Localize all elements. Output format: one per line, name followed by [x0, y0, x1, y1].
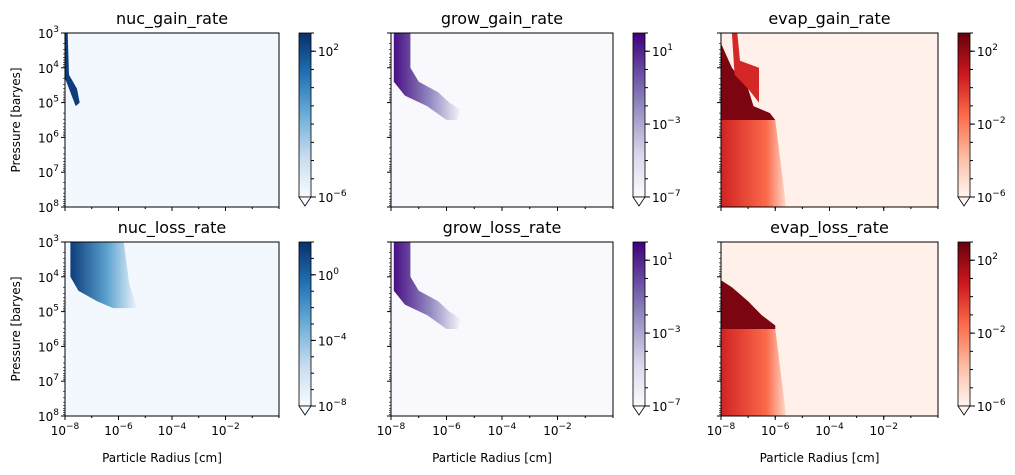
y-tick-label: 103	[38, 25, 59, 41]
heatmap-region	[721, 43, 776, 120]
heatmap-regions	[393, 33, 461, 120]
colorbar: 102 10−6	[298, 32, 347, 207]
heatmap-region	[70, 242, 138, 309]
colorbar-tick-label: 10−7	[652, 189, 681, 205]
panel-title: nuc_gain_rate	[116, 9, 228, 29]
heatmap-panel-p10: nuc_loss_rate 10−8 10−6 10−4 10−2 103 104 105 10…	[9, 218, 347, 465]
x-tick-label: 10−8	[51, 422, 80, 438]
heatmap-regions	[721, 280, 787, 416]
x-tick-label: 10−2	[543, 422, 572, 438]
heatmap-region	[731, 33, 759, 103]
colorbar-bar	[298, 241, 312, 407]
colorbar-tick-label: 10−2	[977, 325, 1006, 341]
panel-title: evap_loss_rate	[770, 218, 889, 238]
colorbar-tick-label: 10−3	[652, 116, 681, 132]
heatmap-region	[65, 33, 80, 107]
x-tick-label: 10−8	[707, 422, 736, 438]
colorbar-extend-arrow	[298, 196, 312, 207]
colorbar-extend-arrow	[957, 196, 971, 207]
colorbar-tick-label: 10−6	[318, 189, 347, 205]
colorbar-tick-label: 100	[318, 267, 339, 283]
x-tick-label: 10−4	[488, 422, 517, 438]
y-tick-label: 104	[38, 60, 59, 76]
panel-title: grow_gain_rate	[441, 9, 563, 29]
heatmap-panel-p01: grow_gain_rate 101 10−3 10−7	[387, 9, 681, 211]
x-tick-label: 10−2	[211, 422, 240, 438]
heatmap-regions	[393, 242, 461, 329]
y-tick-label: 106	[38, 129, 59, 145]
colorbar-bar	[957, 32, 971, 198]
x-axis-label: Particle Radius [cm]	[432, 451, 552, 465]
y-axis-label: Pressure [baryes]	[9, 67, 23, 172]
x-axis-label: Particle Radius [cm]	[102, 451, 222, 465]
colorbar-tick-label: 101	[652, 252, 673, 268]
heatmap-panel-p11: grow_loss_rate 10−8 10−6 10−4 10−2 101 10−3 10−…	[377, 218, 681, 465]
x-tick-label: 10−6	[432, 422, 461, 438]
y-tick-label: 108	[38, 408, 59, 424]
colorbar: 102 10−2 10−6	[957, 241, 1006, 416]
colorbar-bar	[298, 32, 312, 198]
x-tick-label: 10−8	[377, 422, 406, 438]
heatmap-background	[65, 33, 279, 207]
heatmap-region	[393, 242, 461, 329]
colorbar-tick-label: 102	[318, 43, 339, 59]
heatmap-region	[721, 280, 776, 329]
colorbar: 100 10−4 10−8	[298, 241, 347, 416]
y-tick-label: 105	[38, 304, 59, 320]
colorbar: 101 10−3 10−7	[632, 241, 681, 416]
colorbar-extend-arrow	[632, 405, 646, 416]
x-tick-label: 10−6	[104, 422, 133, 438]
colorbar-tick-label: 10−2	[977, 116, 1006, 132]
y-tick-label: 108	[38, 199, 59, 215]
heatmap-panel-p02: evap_gain_rate 102 10−2 10−6	[717, 9, 1006, 211]
x-tick-label: 10−4	[158, 422, 187, 438]
colorbar-bar	[957, 241, 971, 407]
x-tick-label: 10−2	[869, 422, 898, 438]
panel-title: evap_gain_rate	[768, 9, 890, 29]
panels: nuc_gain_rate 103 104 105 106 107 108 102 10−6 Pr…	[9, 9, 1006, 465]
heatmap-background	[391, 242, 613, 416]
colorbar-extend-arrow	[298, 405, 312, 416]
heatmap-regions	[65, 33, 80, 107]
colorbar-tick-label: 10−6	[977, 189, 1006, 205]
x-axis-label: Particle Radius [cm]	[760, 451, 880, 465]
y-tick-label: 103	[38, 234, 59, 250]
heatmap-regions	[70, 242, 138, 309]
y-tick-label: 105	[38, 95, 59, 111]
y-tick-label: 104	[38, 269, 59, 285]
heatmap-regions	[721, 33, 787, 207]
y-axis-label: Pressure [baryes]	[9, 276, 23, 381]
y-tick-label: 107	[38, 373, 59, 389]
panel-title: nuc_loss_rate	[118, 218, 226, 238]
colorbar-tick-label: 101	[652, 43, 673, 59]
x-tick-label: 10−6	[761, 422, 790, 438]
heatmap-region	[721, 329, 787, 416]
colorbar-tick-label: 10−6	[977, 398, 1006, 414]
heatmap-panel-p12: evap_loss_rate 10−8 10−6 10−4 10−2 102 10−2 10−…	[707, 218, 1006, 465]
heatmap-background	[391, 33, 613, 207]
heatmap-region	[393, 33, 461, 120]
colorbar-bar	[632, 241, 646, 407]
colorbar-bar	[632, 32, 646, 198]
colorbar-tick-label: 10−3	[652, 325, 681, 341]
colorbar: 101 10−3 10−7	[632, 32, 681, 207]
y-tick-label: 106	[38, 338, 59, 354]
colorbar-extend-arrow	[632, 196, 646, 207]
colorbar-tick-label: 102	[977, 252, 998, 268]
panel-title: grow_loss_rate	[443, 218, 562, 238]
heatmap-region	[721, 120, 787, 207]
colorbar-tick-label: 10−8	[318, 398, 347, 414]
colorbar-extend-arrow	[957, 405, 971, 416]
heatmap-panel-p00: nuc_gain_rate 103 104 105 106 107 108 102 10−6 Pr…	[9, 9, 347, 215]
x-tick-label: 10−4	[815, 422, 844, 438]
y-tick-label: 107	[38, 164, 59, 180]
colorbar-tick-label: 102	[977, 43, 998, 59]
colorbar-tick-label: 10−4	[318, 332, 347, 348]
colorbar: 102 10−2 10−6	[957, 32, 1006, 207]
colorbar-tick-label: 10−7	[652, 398, 681, 414]
